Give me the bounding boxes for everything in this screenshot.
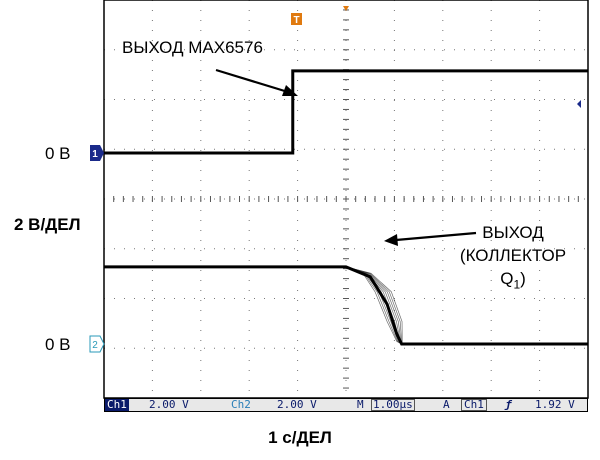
status-trig-ch: Ch1 [461,399,487,411]
annotation-collector-line2: (КОЛЛЕКТОР [459,246,567,265]
trigger-slope-icon: ƒ [505,398,512,411]
scale-label: 2 В/ДЕЛ [14,215,81,234]
annotation-collector-line1: ВЫХОД [482,223,544,242]
grid [103,0,589,399]
trace-ensemble-ch2 [345,266,403,345]
trigger-top-icon [343,6,349,11]
status-a-label: A [443,398,450,411]
trace-ch1 [104,69,588,155]
ch1-marker-number: 1 [92,149,98,160]
q-letter: Q [500,269,514,288]
status-ch2-scale: 2.00 V [277,398,317,411]
trigger-level-icon [577,100,581,108]
ch2-marker-number: 2 [92,340,98,351]
status-trig-level: 1.92 V [535,398,575,411]
trigger-letter: T [293,15,299,26]
ch1-ground-marker: 1 [90,145,104,161]
arrow-max6576 [215,68,298,96]
q-close: ) [520,269,526,288]
ch2-ground-marker: 2 [89,335,105,353]
status-bar: Ch1 2.00 V Ch2 2.00 V M 1.00µs A Ch1 ƒ 1… [104,398,588,412]
q-subscript: 1 [513,277,521,292]
ch2-ground-label: 0 В [45,335,71,354]
status-timebase: 1.00µs [371,398,415,411]
status-ch2-label: Ch2 [231,398,251,411]
status-m-label: M [357,398,364,411]
trigger-position-icon: T [291,13,302,26]
annotation-collector: ВЫХОД (КОЛЛЕКТОР Q1) [428,221,598,296]
annotation-max6576: ВЫХОД MAX6576 [122,38,263,57]
annotation-collector-line3: Q1) [428,267,598,296]
x-axis-label: 1 с/ДЕЛ [268,428,332,447]
ch1-ground-label: 0 В [45,144,71,163]
status-ch1-scale: 2.00 V [149,398,189,411]
status-ch1-label: Ch1 [105,398,129,411]
arrow-collector [384,231,477,246]
trace-ch2 [104,265,588,346]
